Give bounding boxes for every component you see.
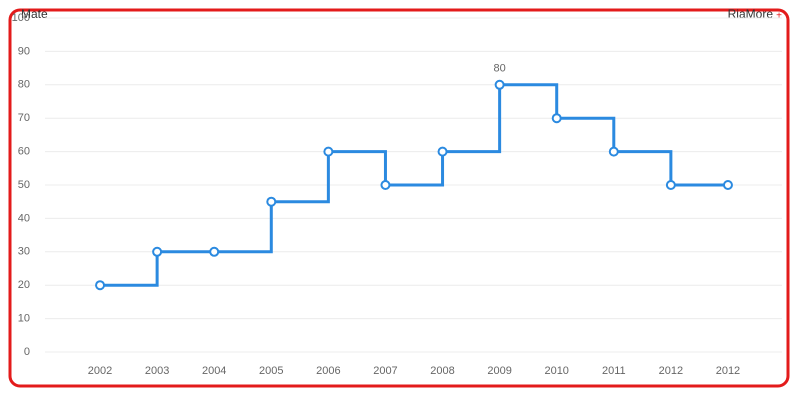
x-tick-label: 2008 (430, 365, 454, 377)
x-tick-label: 2004 (202, 365, 226, 377)
y-tick-label: 90 (18, 45, 30, 57)
step-segment (214, 201, 273, 254)
y-tick-label: 10 (18, 313, 30, 325)
brand-icon: + (776, 11, 782, 22)
point-marker (152, 246, 163, 257)
brand-left: Mate (21, 7, 48, 21)
x-tick-label: 2009 (487, 365, 511, 377)
step-segment (613, 150, 673, 185)
y-tick-label: 40 (18, 212, 30, 224)
y-tick-label: 80 (18, 79, 30, 91)
point-marker (209, 246, 220, 257)
point-marker (608, 146, 619, 157)
y-tick-label: 0 (24, 346, 30, 358)
x-tick-label: 2011 (602, 365, 626, 377)
point-marker (266, 196, 277, 207)
value-label: 80 (494, 63, 506, 75)
step-segment (442, 84, 502, 154)
brand-right: RiaMore (728, 7, 774, 21)
x-tick-label: 2006 (316, 365, 340, 377)
x-tick-label: 2007 (373, 365, 397, 377)
y-tick-label: 60 (18, 146, 30, 158)
step-segment (385, 151, 445, 187)
step-segment (271, 151, 330, 204)
step-segment (100, 251, 159, 287)
point-marker (95, 280, 106, 291)
x-tick-label: 2012 (716, 365, 740, 377)
point-marker (380, 180, 391, 190)
y-tick-label: 20 (18, 279, 30, 291)
point-marker (665, 180, 676, 190)
point-marker (551, 113, 562, 124)
step-segment (499, 83, 559, 119)
y-tick-label: 100 (12, 12, 30, 24)
x-tick-label: 2012 (659, 365, 683, 377)
y-tick-label: 70 (18, 112, 30, 124)
y-tick-label: 50 (18, 179, 30, 191)
point-marker (494, 79, 505, 90)
x-tick-label: 2002 (88, 365, 112, 377)
x-tick-label: 2010 (544, 365, 568, 377)
x-tick-label: 2005 (259, 365, 283, 377)
chart-frame (8, 8, 790, 388)
point-marker (437, 146, 448, 157)
point-marker (722, 180, 733, 190)
point-marker (323, 146, 334, 157)
step-segment (556, 116, 616, 152)
x-tick-label: 2003 (145, 365, 169, 377)
step-segment (328, 150, 387, 185)
y-tick-label: 30 (18, 246, 30, 258)
